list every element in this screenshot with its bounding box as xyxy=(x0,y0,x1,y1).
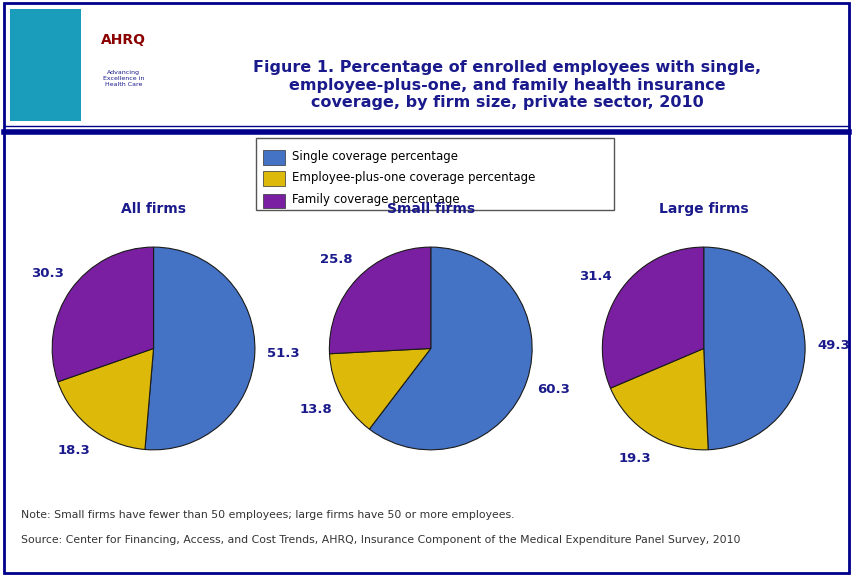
Text: 13.8: 13.8 xyxy=(299,403,332,415)
Text: AHRQ: AHRQ xyxy=(101,33,147,47)
Text: Employee-plus-one coverage percentage: Employee-plus-one coverage percentage xyxy=(291,170,534,184)
Text: Family coverage percentage: Family coverage percentage xyxy=(291,193,459,206)
Bar xyxy=(262,150,285,165)
Text: 19.3: 19.3 xyxy=(618,452,650,465)
Text: 51.3: 51.3 xyxy=(267,347,299,361)
Wedge shape xyxy=(52,247,153,382)
Wedge shape xyxy=(703,247,804,450)
Text: 30.3: 30.3 xyxy=(32,267,64,280)
Wedge shape xyxy=(602,247,703,388)
Wedge shape xyxy=(369,247,532,450)
Wedge shape xyxy=(329,247,430,354)
Wedge shape xyxy=(145,247,255,450)
Title: All firms: All firms xyxy=(121,202,186,217)
Title: Small firms: Small firms xyxy=(386,202,475,217)
FancyBboxPatch shape xyxy=(256,138,613,210)
Wedge shape xyxy=(58,348,153,449)
Text: Source: Center for Financing, Access, and Cost Trends, AHRQ, Insurance Component: Source: Center for Financing, Access, an… xyxy=(21,535,740,544)
Wedge shape xyxy=(329,348,430,429)
Text: 25.8: 25.8 xyxy=(320,253,353,266)
Bar xyxy=(86,9,168,121)
Bar xyxy=(262,194,285,208)
Text: Note: Small firms have fewer than 50 employees; large firms have 50 or more empl: Note: Small firms have fewer than 50 emp… xyxy=(21,510,515,520)
Title: Large firms: Large firms xyxy=(658,202,748,217)
Bar xyxy=(10,9,81,121)
Text: 31.4: 31.4 xyxy=(579,270,611,283)
Bar xyxy=(262,172,285,185)
Text: Advancing
Excellence in
Health Care: Advancing Excellence in Health Care xyxy=(103,70,144,86)
Text: 49.3: 49.3 xyxy=(816,339,849,352)
Text: Single coverage percentage: Single coverage percentage xyxy=(291,150,458,163)
Wedge shape xyxy=(610,348,707,450)
Text: 60.3: 60.3 xyxy=(537,384,569,396)
Text: 18.3: 18.3 xyxy=(57,445,90,457)
Text: Figure 1. Percentage of enrolled employees with single,
employee-plus-one, and f: Figure 1. Percentage of enrolled employe… xyxy=(253,60,761,110)
